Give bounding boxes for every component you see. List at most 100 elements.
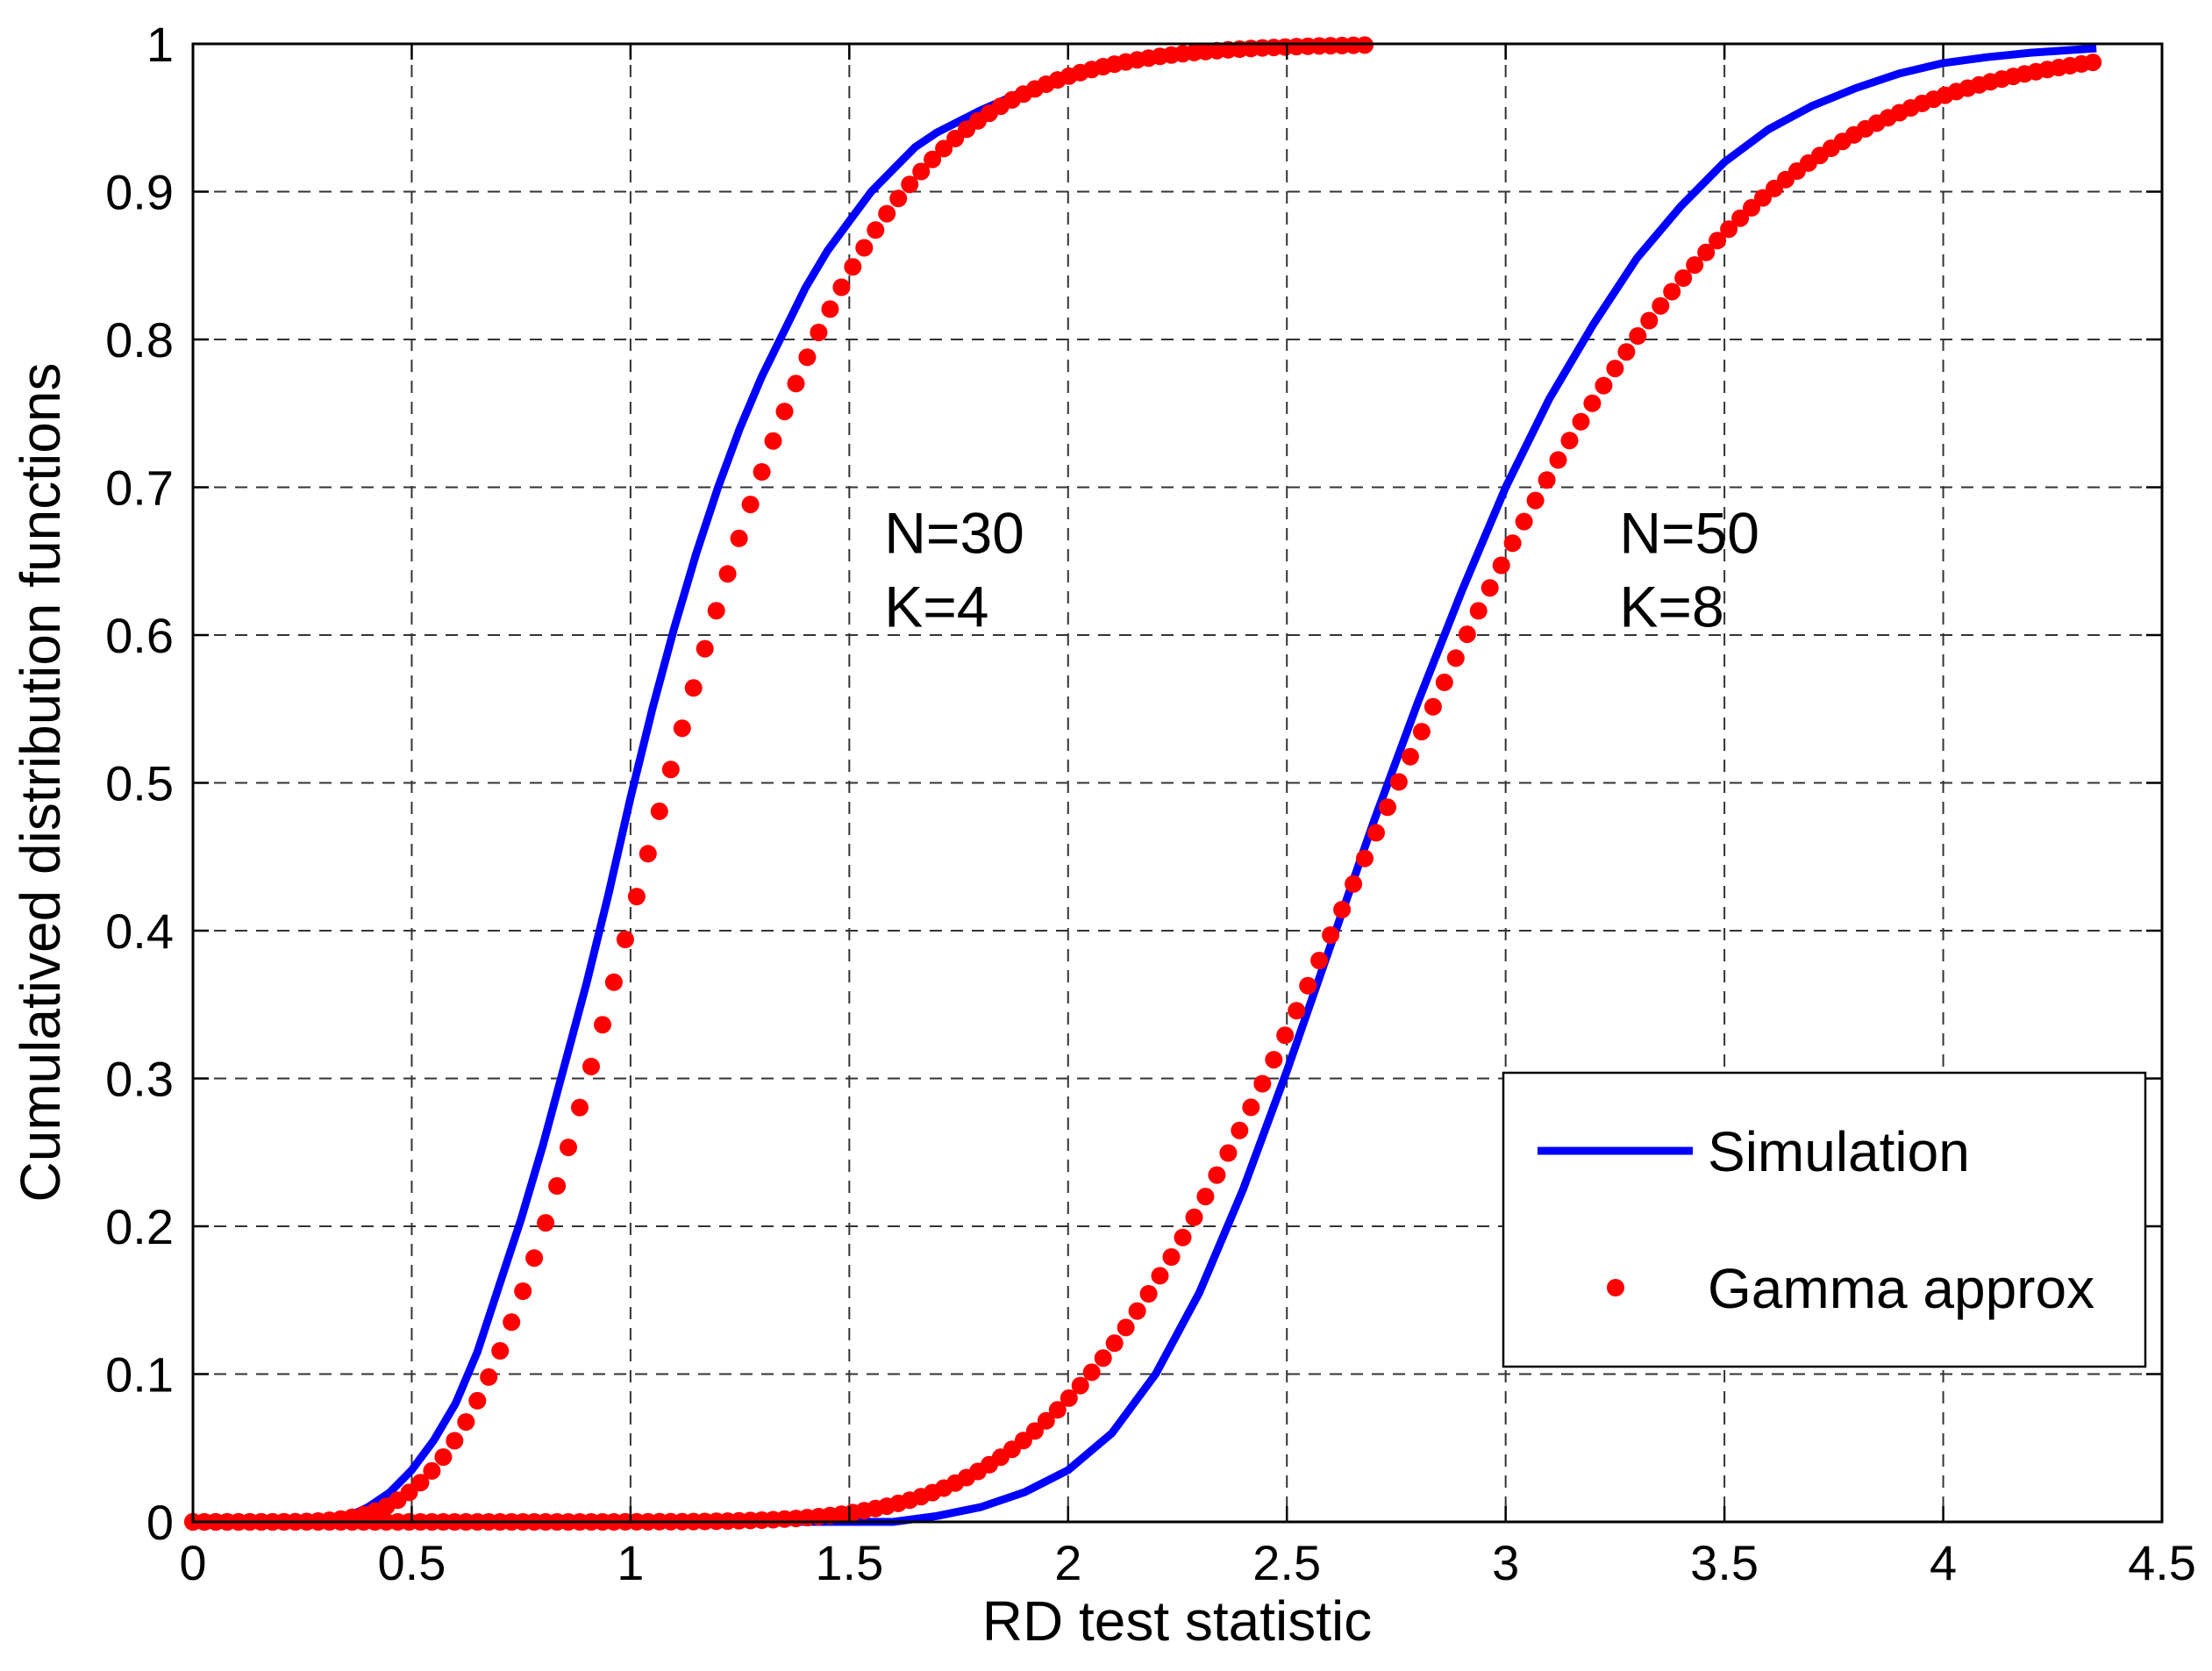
gamma-approx-point: [1208, 1166, 1226, 1184]
gamma-approx-point: [1458, 625, 1476, 644]
gamma-approx-point: [423, 1461, 441, 1480]
x-tick-label: 0.5: [378, 1535, 446, 1590]
gamma-approx-point: [1629, 327, 1647, 345]
gamma-approx-point: [1503, 534, 1522, 553]
x-tick-label: 4.5: [2128, 1535, 2196, 1590]
x-tick-label: 2.5: [1252, 1535, 1321, 1590]
x-tick-label: 4: [1930, 1535, 1957, 1590]
gamma-approx-point: [867, 221, 885, 239]
gamma-approx-point: [582, 1057, 600, 1075]
gamma-approx-point: [935, 139, 953, 158]
simulation-line: [193, 44, 2097, 1526]
gamma-approx-point: [1435, 673, 1453, 691]
x-axis-label: RD test statistic: [982, 1589, 1373, 1653]
gamma-approx-point: [457, 1413, 475, 1432]
gamma-approx-point: [844, 258, 862, 276]
gamma-approx-point: [446, 1432, 464, 1450]
gamma-approx-point: [1082, 1363, 1101, 1382]
y-tick-label: 0.4: [105, 903, 174, 959]
gamma-approx-point: [730, 529, 748, 547]
gamma-approx-point: [1560, 432, 1579, 450]
y-tick-label: 0.2: [105, 1199, 174, 1254]
gamma-approx-point: [1060, 1389, 1078, 1407]
gamma-approx-point: [1412, 723, 1431, 741]
gamma-approx-point: [1686, 256, 1704, 275]
gamma-approx-point: [1162, 1248, 1181, 1266]
gamma-approx-point: [1265, 1051, 1283, 1069]
legend: Simulation Gamma approx: [1502, 1071, 2147, 1368]
gamma-approx-point: [1105, 1334, 1124, 1353]
gamma-approx-point: [594, 1016, 611, 1034]
gamma-approx-point: [537, 1214, 555, 1232]
gamma-approx-point: [1720, 220, 1738, 239]
gamma-approx-point: [912, 162, 931, 181]
gamma-approx-point: [1379, 798, 1396, 817]
gamma-approx-point: [1731, 209, 1750, 227]
y-tick-label: 0.1: [105, 1347, 174, 1403]
gamma-approx-point: [901, 175, 919, 194]
gamma-approx-point: [889, 189, 908, 208]
gamma-approx-point: [1253, 1075, 1272, 1093]
gamma-approx-point: [696, 639, 714, 658]
gamma-approx-point: [1196, 1188, 1215, 1206]
gamma-approx-point: [434, 1448, 453, 1467]
gamma-approx-point: [1094, 1349, 1112, 1368]
gamma-approx-point: [1446, 649, 1465, 668]
gamma-approx-point: [1242, 1098, 1260, 1117]
gamma-approx-point: [1697, 243, 1716, 261]
gamma-approx-point: [1481, 579, 1499, 597]
y-tick-label: 0.9: [105, 165, 174, 220]
gamma-approx-point: [775, 403, 794, 421]
gamma-approx-point: [673, 719, 691, 738]
gamma-approx-point: [1595, 376, 1613, 395]
gamma-approx-point: [480, 1368, 498, 1386]
gamma-approx-point: [1299, 976, 1317, 995]
gamma-approx-point: [1549, 451, 1567, 469]
gamma-approx-point: [604, 973, 623, 991]
gamma-approx-point: [1128, 1302, 1146, 1320]
gamma-approx-point: [1117, 1318, 1135, 1337]
ticks: 0 0.5 1 1.5 2 2.5 3 3.5 4 4.5 0 0.1 0.2 0.3 0.4 0.5 0.6 0…: [105, 17, 2196, 1590]
gamma-approx-point: [491, 1342, 510, 1360]
curve-annotation: N=30: [884, 500, 1024, 565]
gamma-approx-point: [810, 324, 828, 341]
gamma-approx-point: [1288, 1002, 1306, 1020]
x-tick-label: 0: [179, 1535, 206, 1590]
gamma-approx-point: [1492, 556, 1510, 575]
gamma-approx-point: [1640, 311, 1659, 330]
gamma-approx-point: [1174, 1228, 1192, 1246]
gamma-approx-point: [1469, 602, 1488, 620]
gamma-approx-point: [1367, 824, 1385, 842]
gamma-approx-point: [661, 761, 680, 779]
gamma-approx-point: [616, 931, 634, 948]
gamma-approx-point: [1526, 491, 1545, 510]
x-tick-label: 2: [1054, 1535, 1081, 1590]
y-tick-label: 0.7: [105, 461, 174, 516]
gamma-approx-point: [1151, 1267, 1169, 1285]
gamma-approx-point: [741, 496, 760, 514]
y-tick-label: 0.5: [105, 756, 174, 811]
gamma-approx-point: [1515, 512, 1533, 531]
y-axis-label: Cumulatived distribution functions: [9, 363, 72, 1203]
gamma-approx-point: [1652, 296, 1670, 315]
y-tick-label: 0.8: [105, 312, 174, 368]
gamma-approx-point: [1231, 1121, 1249, 1139]
gamma-approx-point: [1333, 901, 1352, 918]
gamma-approx-point: [1322, 926, 1340, 944]
gamma-approx-point: [1310, 952, 1329, 969]
y-tick-label: 0: [146, 1495, 174, 1550]
gamma-approx-point: [560, 1139, 577, 1157]
annotations: N=30 K=4 N=50 K=8: [884, 500, 1759, 639]
legend-simulation-label: Simulation: [1708, 1120, 1970, 1183]
gamma-approx-point: [1424, 697, 1442, 716]
gamma-approx-point: [798, 348, 817, 367]
y-tick-label: 0.3: [105, 1052, 174, 1107]
gamma-approx-point: [1048, 1401, 1067, 1419]
gamma-approx-point: [639, 845, 657, 863]
gamma-approx-point: [514, 1282, 532, 1300]
gamma-approx-point: [753, 463, 771, 481]
y-tick-label: 0.6: [105, 608, 174, 663]
gamma-approx-point: [1389, 773, 1408, 791]
gamma-approx-point: [503, 1313, 521, 1332]
